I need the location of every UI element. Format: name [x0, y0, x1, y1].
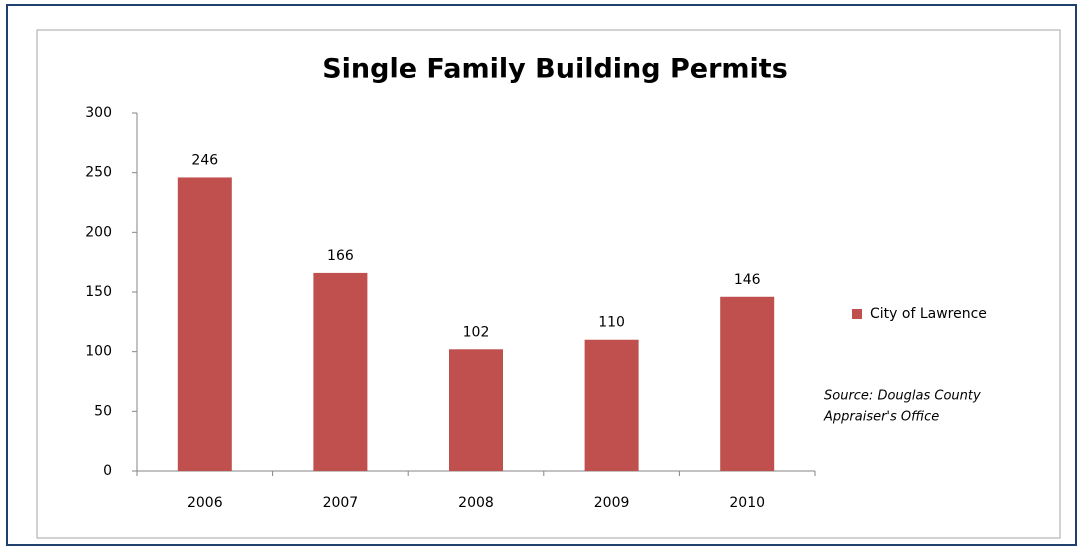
bar	[584, 339, 639, 471]
source-note: Source: Douglas County	[824, 389, 981, 404]
source-note: Appraiser's Office	[823, 410, 939, 425]
x-tick-label: 2010	[729, 495, 765, 511]
bar	[720, 296, 775, 471]
legend-label: City of Lawrence	[870, 306, 987, 322]
data-label: 110	[598, 315, 625, 331]
y-tick-label: 150	[85, 284, 112, 300]
x-tick-label: 2007	[323, 495, 359, 511]
y-tick-label: 200	[85, 224, 112, 240]
bar	[449, 349, 503, 471]
bar	[313, 272, 368, 471]
x-tick-label: 2008	[458, 495, 494, 511]
data-label: 146	[734, 272, 761, 288]
y-tick-label: 250	[85, 165, 112, 181]
chart-title: Single Family Building Permits	[322, 54, 788, 85]
y-tick-label: 0	[103, 463, 112, 479]
data-label: 102	[463, 324, 490, 340]
legend-swatch	[852, 309, 862, 319]
data-label: 166	[327, 248, 354, 264]
y-tick-label: 100	[85, 344, 112, 360]
data-label: 246	[191, 152, 218, 168]
y-tick-label: 300	[85, 105, 112, 121]
bar	[177, 177, 232, 471]
x-tick-label: 2009	[594, 495, 630, 511]
y-tick-label: 50	[94, 403, 112, 419]
x-tick-label: 2006	[187, 495, 223, 511]
